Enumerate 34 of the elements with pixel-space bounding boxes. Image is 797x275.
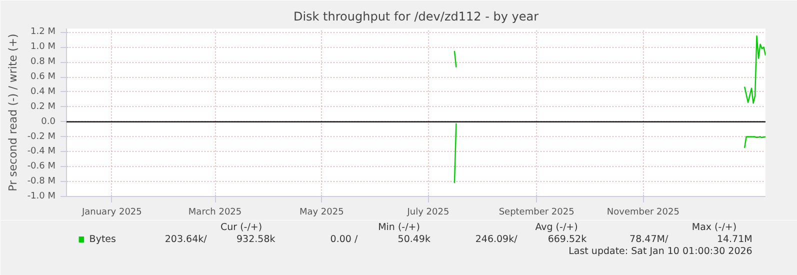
x-tick-label: May 2025 (299, 208, 344, 218)
text: Last update: Sat Jan 10 01:00:30 2026 (568, 246, 752, 257)
text: 78.47M/ (630, 234, 669, 245)
y-tick-label: -0.6 M (27, 162, 56, 172)
x-tick-label: July 2025 (406, 208, 450, 218)
text: 0.00 / (330, 234, 358, 245)
y-axis-title: Pr second read (-) / write (+) (6, 34, 20, 192)
text: Max (-/+) (692, 222, 737, 233)
x-tick-label: March 2025 (188, 208, 242, 218)
y-tick-label: 0.2 M (30, 102, 56, 112)
x-tick-label: January 2025 (80, 208, 142, 218)
text: Min (-/+) (378, 222, 420, 233)
y-tick-label: 0.6 M (30, 72, 56, 82)
y-tick-label: 1.2 M (30, 27, 56, 38)
text: 50.49k (398, 234, 431, 245)
text: 246.09k/ (475, 234, 518, 245)
text: 203.64k/ (164, 234, 208, 245)
text: Avg (-/+) (535, 222, 578, 233)
y-tick-label: 0.8 M (30, 57, 56, 68)
y-tick-label: 0.0 (41, 116, 56, 127)
y-tick-label: -1.0 M (27, 192, 56, 202)
y-tick-label: -0.8 M (27, 176, 56, 187)
legend-label: Bytes (89, 234, 116, 245)
x-tick-label: November 2025 (606, 208, 680, 218)
y-tick-label: 0.4 M (30, 86, 56, 97)
y-tick-label: -0.2 M (27, 132, 56, 142)
y-tick-label: 1.0 M (30, 42, 56, 52)
y-tick-label: -0.4 M (27, 146, 56, 157)
chart-title: Disk throughput for /dev/zd112 - by year (293, 10, 539, 24)
text: Cur (-/+) (220, 222, 262, 233)
text: 932.58k (236, 234, 276, 245)
text: 669.52k (548, 234, 588, 245)
text: 14.71M (716, 234, 752, 245)
x-tick-label: September 2025 (498, 208, 574, 218)
